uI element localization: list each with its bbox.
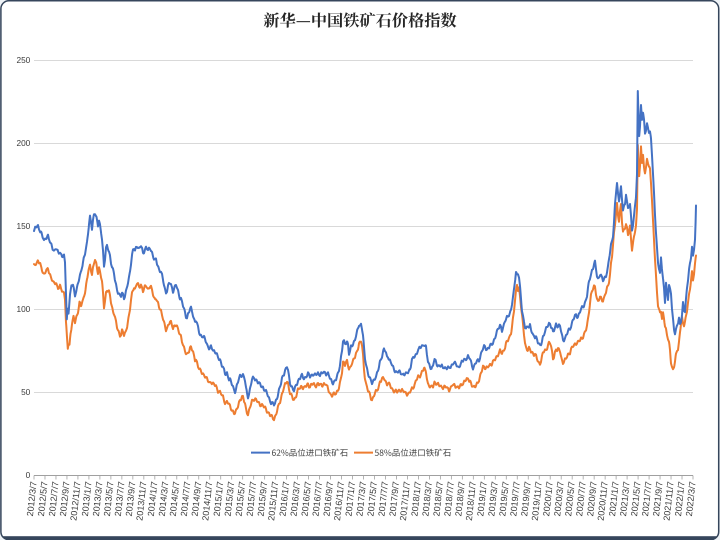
svg-text:2015/7/7: 2015/7/7 (245, 481, 259, 517)
svg-text:2012/7/7: 2012/7/7 (47, 481, 61, 517)
svg-text:2021/9/7: 2021/9/7 (651, 481, 665, 517)
svg-text:2013/11/7: 2013/11/7 (134, 481, 148, 521)
svg-text:2022/3/7: 2022/3/7 (684, 481, 698, 517)
svg-text:150: 150 (16, 221, 30, 231)
svg-text:2021/5/7: 2021/5/7 (629, 481, 643, 517)
svg-text:2014/11/7: 2014/11/7 (200, 481, 214, 521)
svg-text:2016/5/7: 2016/5/7 (300, 481, 314, 517)
svg-text:2020/7/7: 2020/7/7 (574, 481, 588, 517)
svg-text:2012/11/7: 2012/11/7 (68, 481, 82, 521)
svg-text:2012/5/7: 2012/5/7 (36, 481, 50, 517)
svg-text:2014/7/7: 2014/7/7 (179, 481, 193, 517)
svg-text:200: 200 (16, 138, 30, 148)
svg-text:2020/1/7: 2020/1/7 (541, 481, 555, 517)
svg-text:2013/7/7: 2013/7/7 (113, 481, 127, 517)
svg-text:2017/7/7: 2017/7/7 (376, 481, 390, 517)
svg-text:2018/1/7: 2018/1/7 (409, 481, 423, 517)
svg-text:2017/3/7: 2017/3/7 (354, 481, 368, 517)
svg-text:2016/3/7: 2016/3/7 (289, 481, 303, 517)
svg-text:2020/5/7: 2020/5/7 (563, 481, 577, 517)
svg-text:2018/7/7: 2018/7/7 (442, 481, 456, 517)
svg-text:2014/1/7: 2014/1/7 (146, 481, 160, 517)
svg-text:2017/1/7: 2017/1/7 (344, 481, 358, 517)
svg-text:50: 50 (21, 387, 31, 397)
svg-text:2018/9/7: 2018/9/7 (453, 481, 467, 517)
svg-text:2013/9/7: 2013/9/7 (124, 481, 138, 517)
svg-text:2021/1/7: 2021/1/7 (607, 481, 621, 517)
svg-text:2014/9/7: 2014/9/7 (190, 481, 204, 517)
svg-text:100: 100 (16, 304, 30, 314)
svg-text:2020/11/7: 2020/11/7 (596, 481, 610, 521)
svg-text:2019/7/7: 2019/7/7 (508, 481, 522, 517)
svg-text:2017/5/7: 2017/5/7 (365, 481, 379, 517)
svg-text:2020/3/7: 2020/3/7 (552, 481, 566, 517)
svg-text:2014/3/7: 2014/3/7 (157, 481, 171, 517)
svg-text:250: 250 (16, 55, 30, 65)
svg-text:0: 0 (26, 470, 31, 480)
svg-text:2015/3/7: 2015/3/7 (223, 481, 237, 517)
svg-text:2018/3/7: 2018/3/7 (420, 481, 434, 517)
svg-text:2012/3/7: 2012/3/7 (25, 481, 39, 517)
svg-text:2012/9/7: 2012/9/7 (58, 481, 72, 517)
svg-text:2015/9/7: 2015/9/7 (256, 481, 270, 517)
svg-text:2015/11/7: 2015/11/7 (266, 481, 280, 521)
svg-text:2022/1/7: 2022/1/7 (673, 481, 687, 517)
svg-text:2019/3/7: 2019/3/7 (486, 481, 500, 517)
svg-text:2021/7/7: 2021/7/7 (640, 481, 654, 517)
svg-text:2016/9/7: 2016/9/7 (322, 481, 336, 517)
svg-text:2019/9/7: 2019/9/7 (519, 481, 533, 517)
svg-text:2014/5/7: 2014/5/7 (168, 481, 182, 517)
svg-text:2020/9/7: 2020/9/7 (585, 481, 599, 517)
svg-text:2021/11/7: 2021/11/7 (662, 481, 676, 521)
svg-text:2017/11/7: 2017/11/7 (398, 481, 412, 521)
svg-text:2018/5/7: 2018/5/7 (431, 481, 445, 517)
svg-text:2021/3/7: 2021/3/7 (618, 481, 632, 517)
svg-text:2013/5/7: 2013/5/7 (102, 481, 116, 517)
svg-text:2019/11/7: 2019/11/7 (530, 481, 544, 521)
svg-text:2015/1/7: 2015/1/7 (212, 481, 226, 517)
svg-text:2013/1/7: 2013/1/7 (80, 481, 94, 517)
svg-text:2016/11/7: 2016/11/7 (332, 481, 346, 521)
svg-text:2013/3/7: 2013/3/7 (91, 481, 105, 517)
svg-text:2016/7/7: 2016/7/7 (311, 481, 325, 517)
svg-text:2019/5/7: 2019/5/7 (497, 481, 511, 517)
svg-text:2015/5/7: 2015/5/7 (234, 481, 248, 517)
svg-text:2018/11/7: 2018/11/7 (464, 481, 478, 521)
svg-text:2016/1/7: 2016/1/7 (278, 481, 292, 517)
svg-text:2017/9/7: 2017/9/7 (387, 481, 401, 517)
svg-text:2019/1/7: 2019/1/7 (475, 481, 489, 517)
